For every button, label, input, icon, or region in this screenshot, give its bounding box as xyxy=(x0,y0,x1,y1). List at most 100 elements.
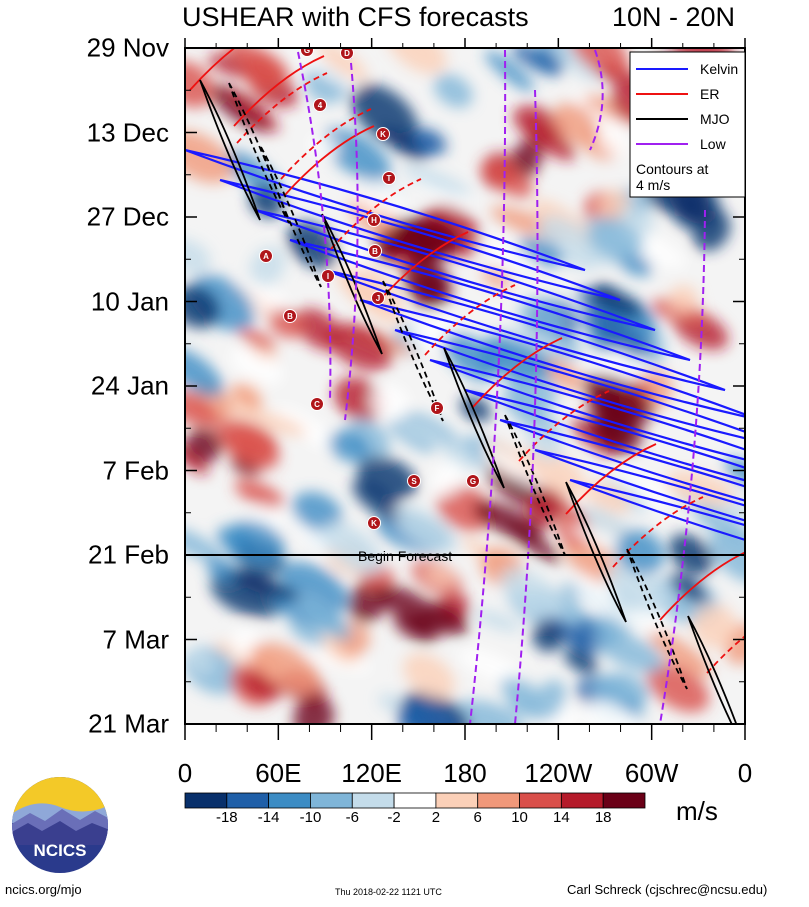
shear-cell xyxy=(692,604,737,649)
y-tick-label: 7 Feb xyxy=(102,455,170,485)
storm-marker: 4 xyxy=(313,98,327,112)
shear-cell xyxy=(510,139,543,179)
y-tick-label: 7 Mar xyxy=(102,624,169,654)
shear-cell xyxy=(458,647,524,685)
contour xyxy=(324,268,726,392)
storm-marker: G xyxy=(300,46,314,57)
shear-cell xyxy=(402,164,472,197)
shear-cell xyxy=(229,346,284,385)
legend-entry: MJO xyxy=(700,111,730,127)
storm-marker: K xyxy=(376,127,390,141)
shear-cell xyxy=(472,501,544,542)
low-contour xyxy=(297,51,332,401)
shear-cell xyxy=(424,601,468,636)
storm-marker-label: C xyxy=(314,400,320,409)
legend-note: 4 m/s xyxy=(636,177,670,193)
contour xyxy=(283,125,375,197)
storm-marker: S xyxy=(407,474,421,488)
shear-cell xyxy=(352,480,406,524)
shear-cell xyxy=(573,92,628,136)
forecast-line: Begin Forecast xyxy=(185,548,745,564)
shear-cell xyxy=(223,87,280,132)
storm-marker-dot xyxy=(321,269,335,283)
shear-cell xyxy=(670,572,708,604)
shear-cell xyxy=(500,567,563,619)
storm-marker-label: B xyxy=(372,247,378,256)
contour xyxy=(236,72,328,144)
colorbar-tick-label: 18 xyxy=(594,809,612,826)
storm-marker-dot xyxy=(259,249,273,263)
storm-marker-label: K xyxy=(380,130,386,139)
shear-cell xyxy=(238,328,276,351)
shear-cell xyxy=(595,407,643,454)
shear-cell xyxy=(552,102,599,145)
shear-cell xyxy=(227,570,300,601)
contour xyxy=(569,478,745,542)
y-tick-label: 10 Jan xyxy=(90,286,169,316)
chart-title: USHEAR with CFS forecasts xyxy=(182,2,529,32)
svg-text:NCICS: NCICS xyxy=(34,841,87,860)
storm-marker-dot xyxy=(367,516,381,530)
legend-entry: Kelvin xyxy=(700,61,738,77)
x-tick-label: 120E xyxy=(341,758,403,788)
storm-marker-dot xyxy=(466,474,480,488)
colorbar-swatch xyxy=(602,792,646,809)
storm-marker-label: A xyxy=(263,252,269,261)
colorbar-tick-label: 2 xyxy=(431,809,441,826)
shear-cell xyxy=(185,130,234,184)
shear-cell xyxy=(288,618,327,648)
shear-cell xyxy=(532,680,566,721)
storm-marker: J xyxy=(371,291,385,305)
storm-marker-dot xyxy=(382,171,396,185)
storm-marker-label: H xyxy=(371,216,377,225)
colorbar-tick-label: -2 xyxy=(387,809,401,826)
shear-cell xyxy=(708,532,745,584)
shear-cell xyxy=(615,530,665,575)
contour xyxy=(612,496,704,568)
wave-contours xyxy=(185,48,745,724)
x-tick-label: 60E xyxy=(255,758,302,788)
colorbar-swatch xyxy=(435,792,479,809)
shear-cell xyxy=(597,128,630,157)
footer-site[interactable]: ncics.org/mjo xyxy=(5,882,82,897)
storm-marker: B xyxy=(368,244,382,258)
shear-cell xyxy=(590,674,632,707)
storm-marker-label: G xyxy=(304,46,310,55)
shear-cell xyxy=(693,505,745,548)
shear-cell xyxy=(292,491,342,532)
storm-marker: D xyxy=(340,48,354,60)
low-contour xyxy=(589,49,604,151)
storm-marker-dot xyxy=(368,244,382,258)
shear-cell xyxy=(604,563,672,614)
storm-marker-dot xyxy=(310,397,324,411)
storm-marker-dot xyxy=(340,48,354,60)
shear-cell xyxy=(376,585,435,623)
x-tick-label: 120W xyxy=(524,758,593,788)
contour xyxy=(687,615,738,724)
storm-marker-label: 4 xyxy=(318,101,323,110)
colorbar-tick-label: -14 xyxy=(257,809,280,826)
contour xyxy=(706,635,745,674)
contour xyxy=(499,418,745,502)
shear-cell xyxy=(293,695,335,724)
storm-marker-label: F xyxy=(435,404,440,413)
ncics-logo[interactable]: NCICS xyxy=(10,775,110,875)
shear-cell xyxy=(243,54,284,94)
y-tick-label: 27 Dec xyxy=(86,201,169,232)
shear-cell xyxy=(185,442,209,475)
storm-marker-dot xyxy=(376,127,390,141)
storm-marker-label: B xyxy=(287,312,293,321)
y-tick-label: 13 Dec xyxy=(86,117,169,147)
x-tick-label: 0 xyxy=(177,758,193,788)
contour xyxy=(424,284,516,356)
shear-cell xyxy=(614,470,672,509)
shear-cell xyxy=(393,505,459,553)
shear-cell xyxy=(185,285,220,329)
legend-entry: Low xyxy=(700,136,727,152)
colorbar-swatch xyxy=(351,792,395,809)
shear-cell xyxy=(538,216,601,271)
contour xyxy=(534,448,745,522)
contour xyxy=(280,108,372,180)
storm-marker: H xyxy=(367,213,381,227)
